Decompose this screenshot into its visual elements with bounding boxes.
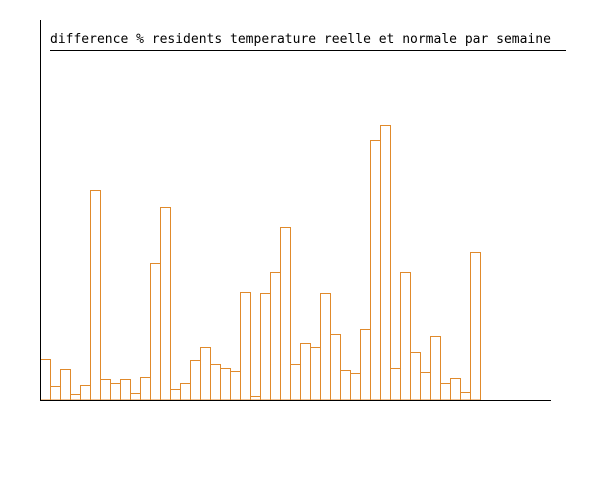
bar	[290, 364, 301, 401]
bar	[450, 378, 461, 401]
bar	[150, 263, 161, 401]
bar	[200, 347, 211, 401]
bar	[300, 343, 311, 401]
bar	[380, 125, 391, 401]
bar	[190, 360, 201, 401]
bar	[180, 383, 191, 401]
bar	[440, 383, 451, 401]
bar	[390, 368, 401, 401]
bar	[260, 293, 271, 401]
bar	[270, 272, 281, 401]
bar	[170, 389, 181, 401]
bar	[410, 352, 421, 401]
bar	[350, 373, 361, 401]
bar	[90, 190, 101, 401]
bar	[430, 336, 441, 401]
bar	[220, 368, 231, 401]
bar	[40, 359, 51, 401]
bar	[240, 292, 251, 401]
bar	[110, 383, 121, 401]
bar	[80, 385, 91, 401]
bar	[370, 140, 381, 401]
bars-group	[40, 125, 481, 401]
bar	[470, 252, 481, 401]
bar	[210, 364, 221, 401]
bar	[120, 379, 131, 401]
bar	[340, 370, 351, 401]
bar	[50, 386, 61, 401]
bar	[310, 347, 321, 401]
bar	[160, 207, 171, 401]
bar	[70, 394, 81, 401]
bar	[400, 272, 411, 401]
chart-title: difference % residents temperature reell…	[50, 32, 551, 47]
bar	[250, 396, 261, 401]
bar	[140, 377, 151, 401]
bar	[280, 227, 291, 401]
bar	[320, 293, 331, 401]
bar	[130, 393, 141, 401]
bar	[360, 329, 371, 401]
bar	[330, 334, 341, 401]
bar	[420, 372, 431, 401]
bar	[100, 379, 111, 401]
bar	[60, 369, 71, 401]
bar	[460, 392, 471, 401]
bar	[230, 371, 241, 401]
